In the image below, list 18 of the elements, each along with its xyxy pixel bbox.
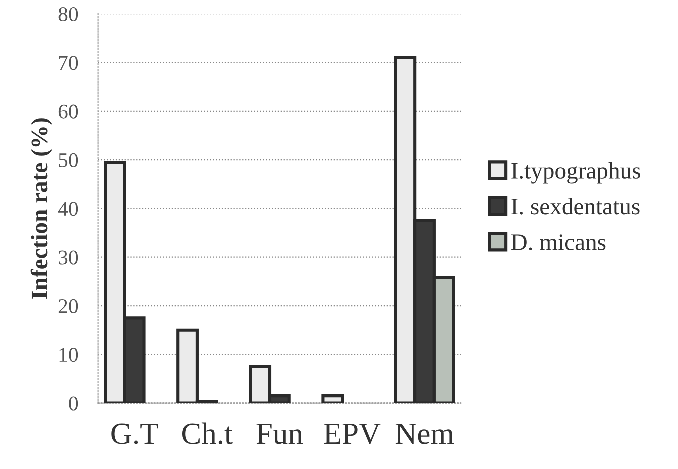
y-tick-label: 20 [58, 299, 78, 314]
legend-label: D. micans [511, 234, 606, 251]
y-tick-label: 50 [59, 153, 78, 168]
y-tick-label: 70 [59, 56, 78, 70]
legend-label: I.typographus [512, 162, 640, 184]
x-tick-label: Ch.t [182, 422, 233, 444]
legend-label: I. sexdentatus [512, 198, 640, 215]
x-tick-label: EPV [324, 424, 381, 444]
x-tick-label: G.T [112, 424, 158, 444]
x-tick-label: Nem [396, 424, 454, 444]
y-tick-label: 80 [58, 7, 78, 22]
y-tick-label: 60 [58, 104, 78, 119]
y-tick-label: 10 [60, 348, 78, 362]
y-tick-label: 40 [58, 202, 78, 216]
x-tick-label: Fun [256, 424, 303, 444]
y-axis-title: Infection rate (%) [30, 118, 52, 300]
y-tick-label: 30 [59, 250, 78, 265]
y-tick-label: 0 [69, 396, 78, 411]
